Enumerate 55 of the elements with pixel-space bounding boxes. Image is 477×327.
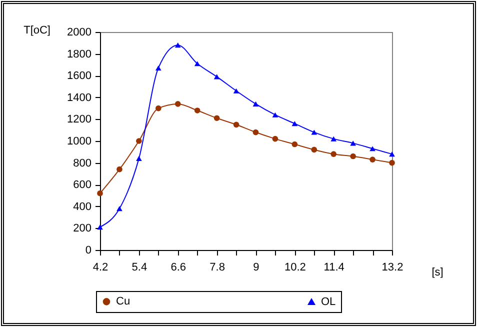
point — [370, 156, 376, 162]
y-axis-title: T[oC] — [24, 24, 50, 36]
y-tick-label: 1200 — [67, 114, 92, 126]
point — [136, 138, 142, 144]
point — [292, 121, 298, 126]
point — [330, 151, 337, 157]
y-tick-label: 200 — [73, 222, 92, 235]
x-tick-label: 5.4 — [132, 262, 148, 274]
point — [272, 112, 278, 118]
x-tick-label: 6.6 — [170, 262, 186, 274]
point — [389, 160, 395, 166]
point — [214, 74, 220, 80]
x-tick-label: 13.2 — [382, 262, 404, 274]
y-tick-label: 1800 — [67, 48, 92, 60]
point — [97, 224, 103, 230]
x-tick-label: 9 — [253, 262, 260, 274]
point — [272, 136, 278, 142]
point — [116, 166, 122, 172]
x-tick-label: 7.8 — [210, 262, 225, 274]
point — [97, 190, 103, 196]
legend-label: OL — [321, 296, 336, 308]
y-tick-label: 800 — [73, 157, 92, 170]
y-tick-label: 1600 — [67, 70, 92, 82]
point — [233, 122, 240, 128]
point — [389, 152, 395, 157]
point — [350, 140, 356, 146]
point — [174, 42, 181, 48]
x-tick-label: 10.2 — [284, 262, 306, 274]
point — [214, 115, 220, 122]
y-tick-label: 1000 — [67, 136, 92, 148]
point — [155, 65, 162, 70]
y-tick-label: 1400 — [67, 92, 92, 104]
legend-label: Cu — [116, 296, 130, 308]
y-tick-label: 400 — [73, 200, 92, 213]
y-tick-label: 2000 — [67, 26, 92, 38]
y-tick-label: 600 — [73, 179, 92, 192]
point — [370, 146, 376, 152]
point — [194, 61, 200, 66]
point — [116, 206, 122, 212]
point — [136, 156, 142, 161]
point — [233, 88, 240, 94]
y-tick-label: 0 — [85, 244, 92, 256]
x-tick-label: 4.2 — [92, 262, 108, 274]
point — [155, 105, 162, 112]
point — [194, 108, 200, 114]
point — [252, 101, 259, 106]
x-axis-title: [s] — [432, 266, 444, 278]
point — [252, 129, 259, 136]
point — [311, 146, 318, 153]
x-tick-label: 11.4 — [324, 262, 344, 274]
point — [311, 130, 318, 135]
point — [350, 153, 356, 160]
point — [174, 101, 181, 107]
point — [330, 136, 337, 142]
point — [292, 141, 298, 148]
